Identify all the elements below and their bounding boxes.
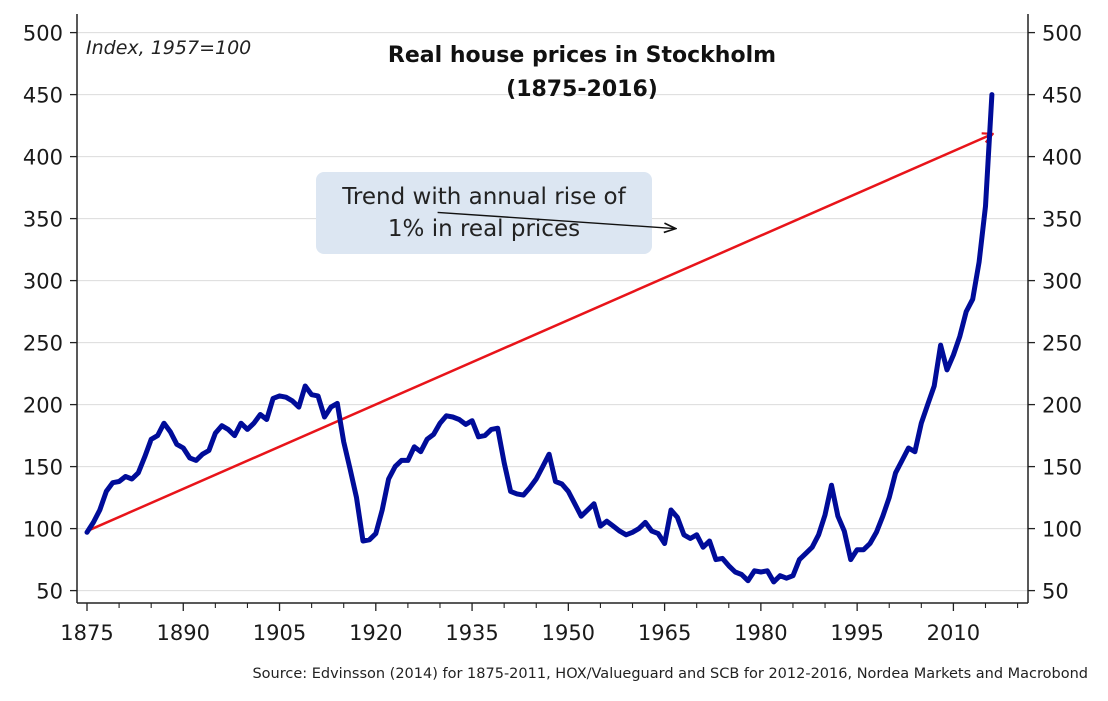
y-tick-label-left: 50 (36, 580, 63, 604)
unit-label: Index, 1957=100 (86, 37, 251, 59)
y-ticks: 50 50 100 100 150 150 200 200 250 250 300 300 350 350… (23, 22, 1082, 604)
x-ticks: 1875 1890 1905 1920 1935 1950 1965 1980 1995 2010 (60, 603, 1019, 645)
y-tick-label-left: 200 (23, 394, 63, 418)
x-tick-label: 1890 (157, 621, 210, 645)
y-tick-label-left: 450 (23, 84, 63, 108)
y-tick-label-left: 250 (23, 332, 63, 356)
x-tick-label: 1965 (638, 621, 691, 645)
annotation-arrow (437, 211, 675, 228)
y-tick-label-left: 300 (23, 270, 63, 294)
trend-line (86, 134, 992, 533)
y-tick-label-right: 50 (1042, 580, 1069, 604)
y-tick-label-right: 300 (1042, 270, 1082, 294)
y-tick-label-left: 400 (23, 146, 63, 170)
chart-title: Real house prices in Stockholm (388, 43, 776, 68)
x-tick-label: 1950 (542, 621, 595, 645)
series-line-house-price-index (84, 92, 995, 585)
annotation-line-1: Trend with annual rise of (341, 184, 626, 210)
y-tick-label-right: 200 (1042, 394, 1082, 418)
chart-title-years: (1875-2016) (506, 77, 658, 102)
x-tick-label: 1905 (253, 621, 306, 645)
y-tick-label-right: 450 (1042, 84, 1082, 108)
source-note: Source: Edvinsson (2014) for 1875-2011, … (252, 666, 1088, 682)
y-tick-label-right: 500 (1042, 22, 1082, 46)
y-tick-label-right: 100 (1042, 518, 1082, 542)
y-tick-label-right: 400 (1042, 146, 1082, 170)
y-tick-label-left: 150 (23, 456, 63, 480)
y-tick-label-right: 250 (1042, 332, 1082, 356)
y-tick-label-left: 500 (23, 22, 63, 46)
annotation-box (316, 172, 652, 254)
y-tick-label-left: 100 (23, 518, 63, 542)
y-tick-label-left: 350 (23, 208, 63, 232)
x-tick-label: 1875 (60, 621, 113, 645)
y-tick-label-right: 150 (1042, 456, 1082, 480)
y-tick-label-right: 350 (1042, 208, 1082, 232)
x-tick-label: 1920 (349, 621, 402, 645)
x-tick-label: 2010 (927, 621, 980, 645)
trend-annotation: Trend with annual rise of 1% in real pri… (316, 172, 675, 254)
x-tick-label: 1995 (830, 621, 883, 645)
x-tick-label: 1980 (734, 621, 787, 645)
x-tick-label: 1935 (445, 621, 498, 645)
